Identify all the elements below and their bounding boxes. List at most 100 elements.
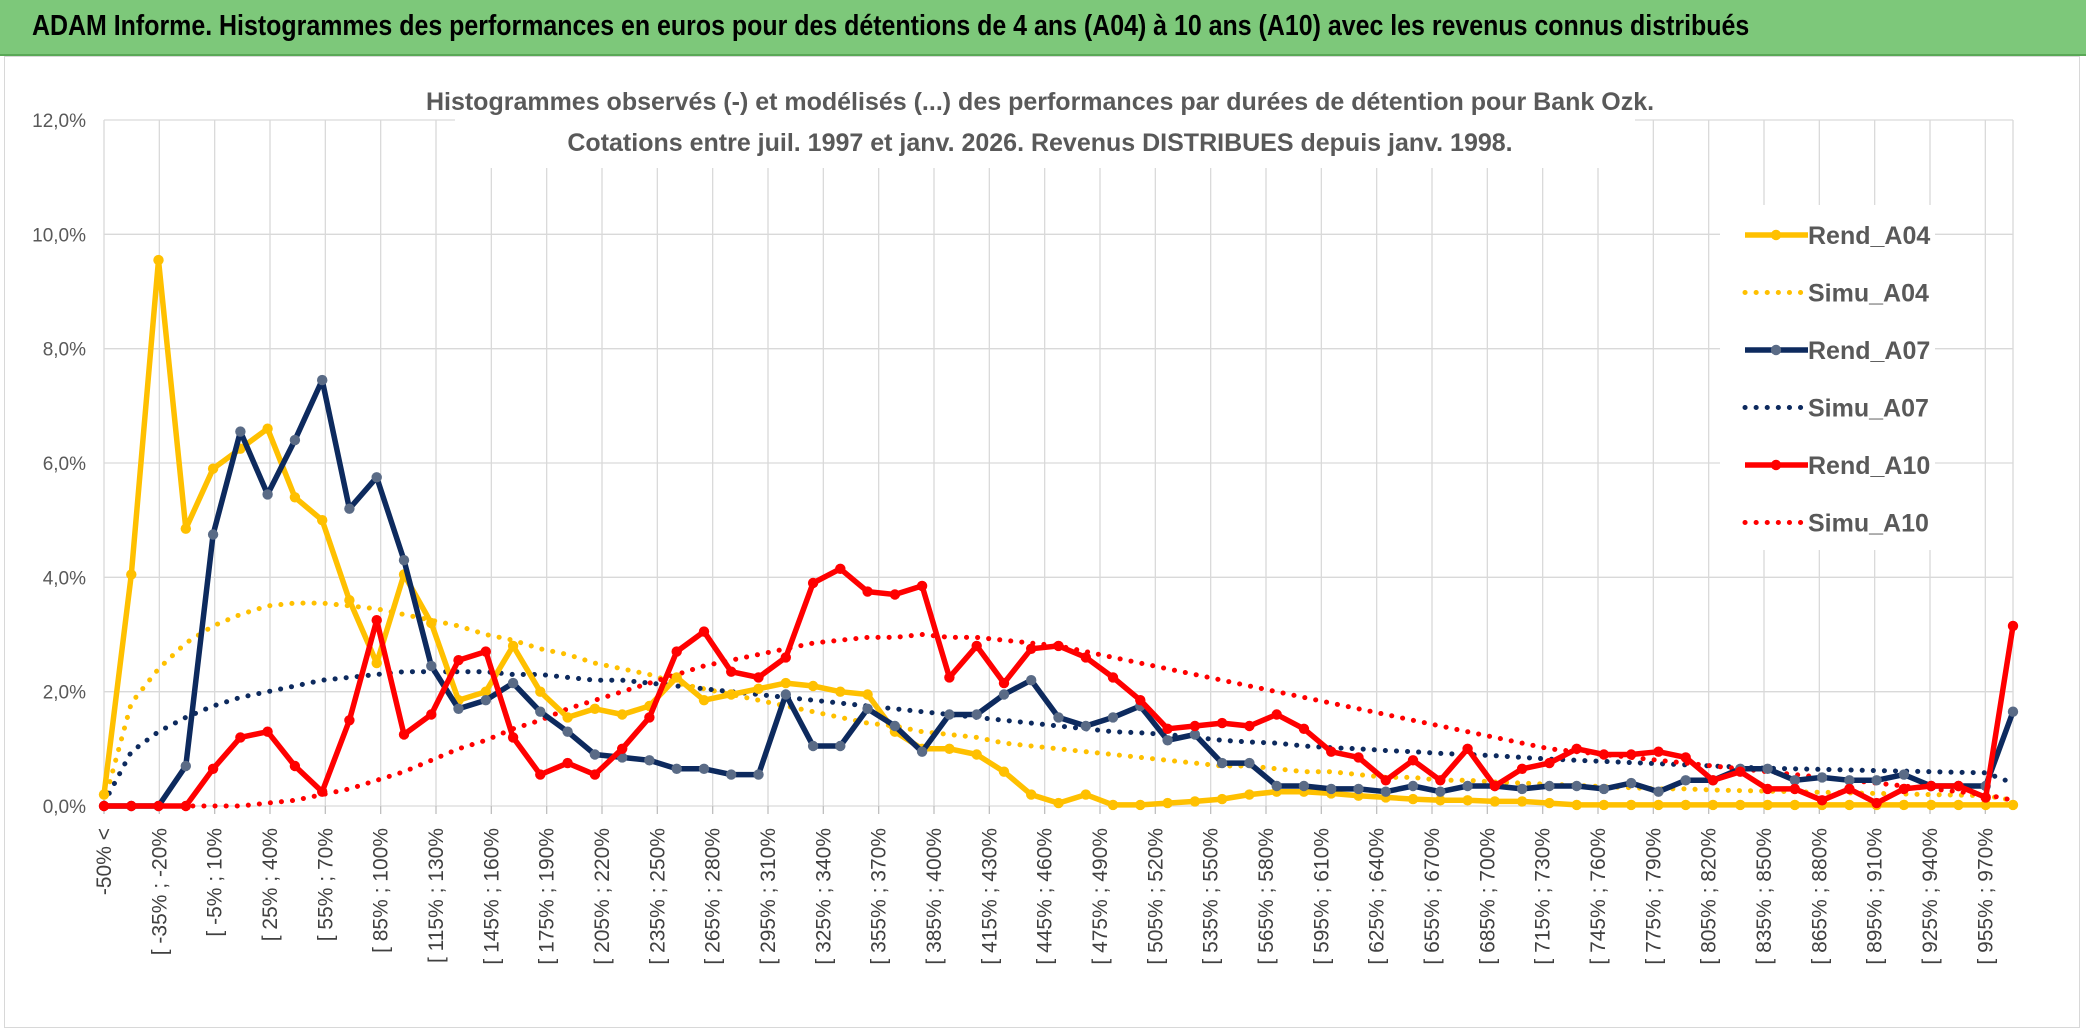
x-tick-label: [ 835% ; 850% <box>1753 828 1776 965</box>
data-point-rend-a04 <box>535 686 546 697</box>
data-point-rend-a10 <box>1898 783 1910 795</box>
data-point-rend-a10 <box>1789 783 1801 795</box>
legend-label-rend-a07: Rend_A07 <box>1808 337 1930 365</box>
x-tick-label: [ 295% ; 310% <box>757 828 780 965</box>
data-point-rend-a07 <box>344 503 355 514</box>
x-tick-label: [ 55% ; 70% <box>314 828 337 941</box>
data-point-rend-a10 <box>1298 723 1310 734</box>
data-point-rend-a07 <box>1380 786 1392 797</box>
data-point-rend-a10 <box>398 729 410 740</box>
data-point-rend-a07 <box>1353 783 1364 795</box>
data-point-rend-a04 <box>1080 789 1092 800</box>
data-point-rend-a10 <box>507 732 519 743</box>
series-line-simu-a10 <box>101 632 2016 809</box>
data-point-rend-a10 <box>426 709 437 720</box>
data-point-rend-a07 <box>317 374 328 386</box>
data-point-rend-a10 <box>2007 620 2019 632</box>
data-point-rend-a10 <box>1189 720 1201 732</box>
data-point-rend-a04 <box>1189 796 1201 807</box>
data-point-rend-a10 <box>644 712 655 723</box>
data-point-rend-a07 <box>1435 786 1446 797</box>
data-point-rend-a10 <box>835 563 846 574</box>
x-tick-label: -50% < <box>93 828 116 895</box>
data-point-rend-a07 <box>1462 780 1473 792</box>
data-point-rend-a04 <box>207 463 219 474</box>
x-tick-label: [ 115% ; 130% <box>425 828 448 963</box>
y-tick-label: 4,0% <box>43 568 86 589</box>
data-point-rend-a04 <box>1789 799 1801 811</box>
data-point-rend-a07 <box>1407 780 1419 792</box>
data-point-rend-a07 <box>1598 783 1610 795</box>
data-point-rend-a10 <box>1598 749 1610 760</box>
x-tick-label: [ 145% ; 160% <box>480 828 503 965</box>
data-point-rend-a07 <box>562 726 573 737</box>
data-point-rend-a07 <box>1298 780 1310 792</box>
y-tick-label: 12,0% <box>32 111 86 132</box>
x-tick-label: [ 475% ; 490% <box>1089 828 1112 965</box>
data-point-rend-a10 <box>126 800 137 812</box>
data-point-rend-a07 <box>480 695 491 706</box>
data-point-rend-a07 <box>698 763 710 774</box>
x-tick-label: [ 205% ; 220% <box>591 828 614 965</box>
data-point-rend-a07 <box>262 489 273 500</box>
data-point-rend-a04 <box>1216 793 1228 805</box>
data-point-rend-a04 <box>1898 799 1910 811</box>
data-point-rend-a10 <box>1489 780 1501 792</box>
data-point-rend-a07 <box>1844 775 1855 786</box>
data-point-rend-a07 <box>916 746 928 757</box>
data-point-rend-a04 <box>1926 799 1937 811</box>
x-tick-label: [ 355% ; 370% <box>868 828 891 965</box>
data-point-rend-a04 <box>2007 799 2019 811</box>
data-point-rend-a04 <box>698 695 710 706</box>
data-point-rend-a04 <box>1407 793 1419 805</box>
data-point-rend-a04 <box>426 617 437 629</box>
x-tick-label: [ 655% ; 670% <box>1421 828 1444 965</box>
data-point-rend-a10 <box>262 726 273 737</box>
data-point-rend-a10 <box>1080 652 1092 663</box>
data-point-rend-a04 <box>98 789 110 800</box>
data-point-rend-a04 <box>971 749 982 760</box>
legend-background <box>1720 205 1935 550</box>
data-point-rend-a04 <box>1707 799 1719 811</box>
data-point-rend-a10 <box>998 677 1010 689</box>
data-point-rend-a07 <box>671 763 682 774</box>
y-axis-ticks: 0,0% 2,0% 4,0% 6,0% 8,0% 10,0% 12,0% <box>32 111 86 818</box>
legend-label-simu-a10: Simu_A10 <box>1808 510 1929 538</box>
x-axis-ticks: -50% < [ -35% ; -20% [ -5% ; 10% [ 25% ; 40… <box>93 828 1997 965</box>
data-point-rend-a07 <box>1516 783 1528 795</box>
data-point-rend-a10 <box>344 715 355 726</box>
data-point-rend-a10 <box>753 672 764 683</box>
data-point-rend-a10 <box>1626 749 1637 760</box>
y-tick-label: 2,0% <box>43 683 86 704</box>
data-point-rend-a07 <box>862 703 873 714</box>
data-point-rend-a10 <box>1816 795 1828 806</box>
chart-title-background <box>455 80 1635 168</box>
data-point-rend-a10 <box>617 743 628 754</box>
x-tick-label: [ 775% ; 790% <box>1642 828 1665 965</box>
y-tick-label: 8,0% <box>43 340 86 361</box>
data-point-rend-a04 <box>1653 799 1664 811</box>
data-point-rend-a04 <box>1844 799 1855 811</box>
data-point-rend-a10 <box>453 655 464 666</box>
data-point-rend-a07 <box>780 689 791 700</box>
data-point-rend-a10 <box>1871 797 1882 809</box>
data-point-rend-a10 <box>1026 643 1037 654</box>
data-point-rend-a04 <box>180 523 191 534</box>
data-point-rend-a10 <box>780 652 791 663</box>
data-point-rend-a07 <box>1898 769 1910 780</box>
data-point-rend-a04 <box>262 423 273 434</box>
x-tick-label: [ -5% ; 10% <box>204 828 227 937</box>
x-tick-label: [ 865% ; 880% <box>1808 828 1831 965</box>
x-tick-label: [ 955% ; 970% <box>1974 828 1997 965</box>
data-point-rend-a10 <box>1707 775 1719 786</box>
data-point-rend-a04 <box>1435 795 1446 806</box>
data-point-rend-a07 <box>289 434 301 446</box>
data-point-rend-a10 <box>1571 743 1582 754</box>
data-point-rend-a04 <box>562 712 573 723</box>
data-point-rend-a04 <box>671 672 682 683</box>
data-point-rend-a07 <box>835 740 846 752</box>
data-point-rend-a04 <box>1244 789 1255 800</box>
x-tick-label: [ 385% ; 400% <box>923 828 946 965</box>
data-point-rend-a07 <box>1326 783 1337 795</box>
